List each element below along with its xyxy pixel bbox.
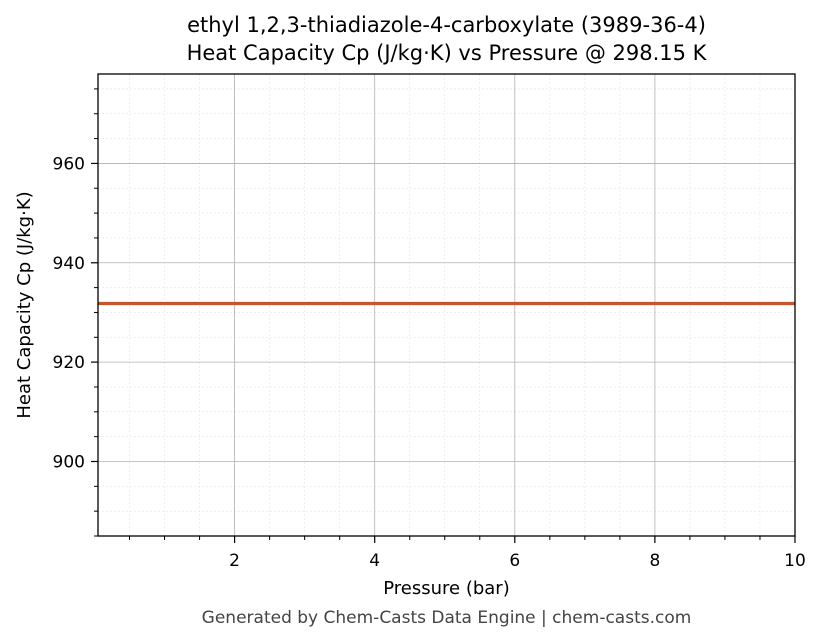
y-tick-label: 900 bbox=[53, 452, 85, 472]
x-tick-label: 2 bbox=[229, 551, 240, 571]
x-axis-label: Pressure (bar) bbox=[383, 578, 509, 599]
y-tick-label: 940 bbox=[53, 254, 85, 274]
minor-grid bbox=[98, 74, 795, 537]
plot-frame bbox=[97, 73, 796, 537]
axis-ticks: 2 4 6 8 10 900 920 940 960 bbox=[53, 88, 806, 571]
x-tick-label: 10 bbox=[784, 551, 806, 571]
x-tick-label: 6 bbox=[509, 551, 520, 571]
footer-credit: Generated by Chem-Casts Data Engine | ch… bbox=[201, 608, 692, 628]
y-tick-label: 960 bbox=[53, 154, 85, 174]
x-tick-label: 4 bbox=[369, 551, 380, 571]
chart-subtitle: Heat Capacity Cp (J/kg·K) vs Pressure @ … bbox=[186, 41, 707, 65]
x-tick-label: 8 bbox=[649, 551, 660, 571]
chart-title: ethyl 1,2,3-thiadiazole-4-carboxylate (3… bbox=[187, 13, 706, 37]
y-tick-label: 920 bbox=[53, 353, 85, 373]
y-axis-label: Heat Capacity Cp (J/kg·K) bbox=[14, 191, 35, 418]
